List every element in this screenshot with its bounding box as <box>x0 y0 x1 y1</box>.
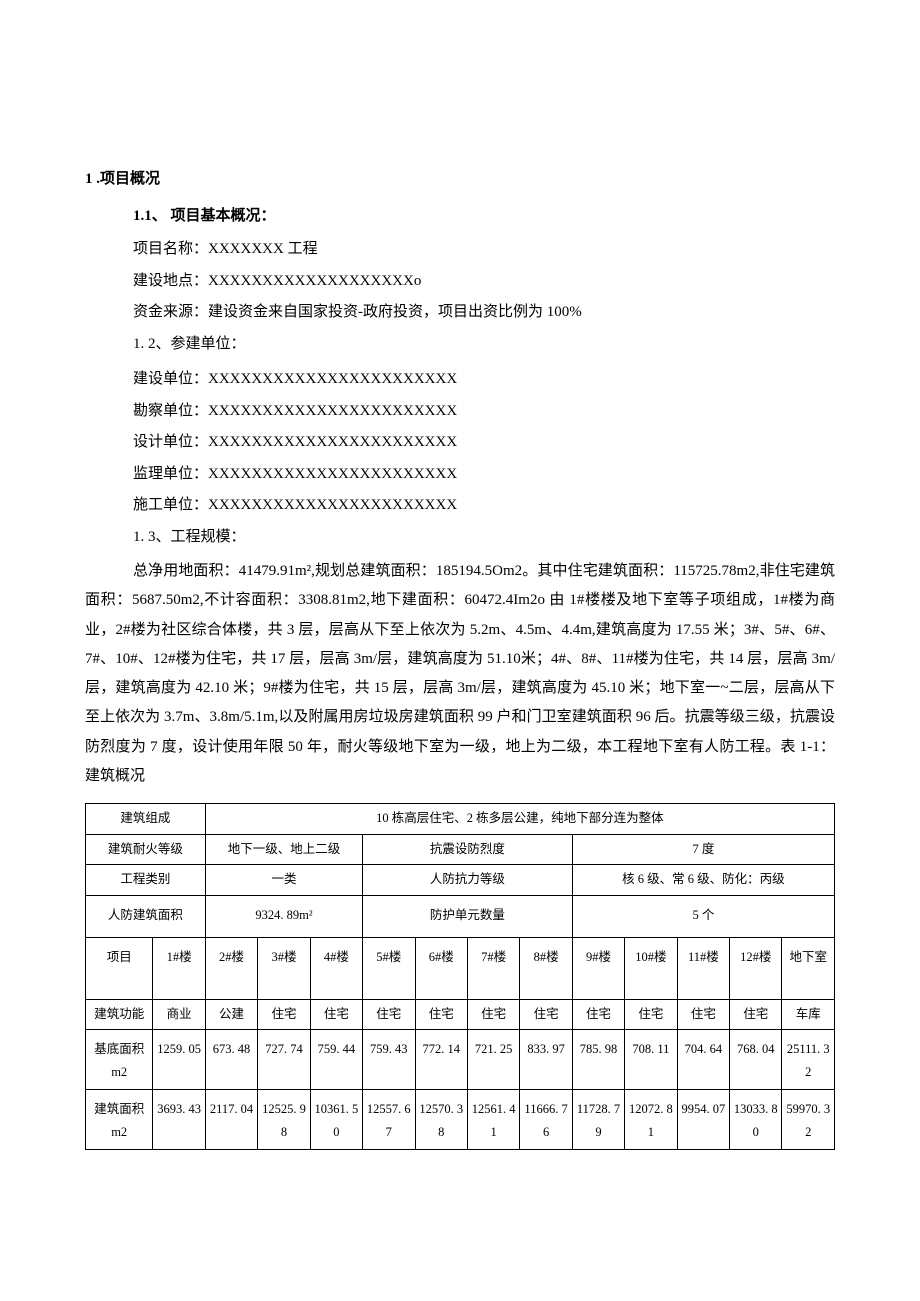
header-cell: 项目 <box>86 937 153 999</box>
cell: 住宅 <box>572 999 624 1030</box>
section-1-2-heading: 1. 2、参建单位： <box>85 329 835 361</box>
cell: 25111. 32 <box>782 1030 835 1090</box>
location: 建设地点：XXXXXXXXXXXXXXXXXXXo <box>85 266 835 298</box>
cell: 2117. 04 <box>205 1090 257 1150</box>
header-cell: 3#楼 <box>258 937 310 999</box>
header-cell: 1#楼 <box>153 937 205 999</box>
cell: 10361. 50 <box>310 1090 362 1150</box>
contractor-unit: 施工单位：XXXXXXXXXXXXXXXXXXXXXXX <box>85 490 835 522</box>
table-row: 建筑面积 m2 3693. 43 2117. 04 12525. 98 1036… <box>86 1090 835 1150</box>
funding: 资金来源：建设资金来自国家投资-政府投资，项目出资比例为 100% <box>85 297 835 329</box>
cell: 1259. 05 <box>153 1030 205 1090</box>
table-row: 建筑组成 10 栋高层住宅、2 栋多层公建，纯地下部分连为整体 <box>86 804 835 835</box>
cell-value: 一类 <box>205 865 362 896</box>
header-cell: 5#楼 <box>363 937 415 999</box>
table-row: 工程类别 一类 人防抗力等级 核 6 级、常 6 级、防化：丙级 <box>86 865 835 896</box>
cell: 住宅 <box>258 999 310 1030</box>
table-row: 建筑耐火等级 地下一级、地上二级 抗震设防烈度 7 度 <box>86 834 835 865</box>
cell: 车库 <box>782 999 835 1030</box>
cell-label: 防护单元数量 <box>363 895 573 937</box>
cell-value: 9324. 89m² <box>205 895 362 937</box>
cell: 785. 98 <box>572 1030 624 1090</box>
cell-label: 建筑耐火等级 <box>86 834 206 865</box>
cell: 727. 74 <box>258 1030 310 1090</box>
cell: 768. 04 <box>730 1030 782 1090</box>
table-header-row: 项目 1#楼 2#楼 3#楼 4#楼 5#楼 6#楼 7#楼 8#楼 9#楼 1… <box>86 937 835 999</box>
header-cell: 7#楼 <box>467 937 519 999</box>
cell: 住宅 <box>677 999 729 1030</box>
header-cell: 4#楼 <box>310 937 362 999</box>
table-row: 人防建筑面积 9324. 89m² 防护单元数量 5 个 <box>86 895 835 937</box>
cell: 11666. 76 <box>520 1090 572 1150</box>
header-cell: 10#楼 <box>625 937 677 999</box>
cell-value: 核 6 级、常 6 级、防化：丙级 <box>572 865 834 896</box>
cell-label: 基底面积 m2 <box>86 1030 153 1090</box>
cell: 3693. 43 <box>153 1090 205 1150</box>
header-cell: 11#楼 <box>677 937 729 999</box>
cell: 708. 11 <box>625 1030 677 1090</box>
cell-value: 7 度 <box>572 834 834 865</box>
cell: 772. 14 <box>415 1030 467 1090</box>
cell: 12525. 98 <box>258 1090 310 1150</box>
construction-unit: 建设单位：XXXXXXXXXXXXXXXXXXXXXXX <box>85 364 835 396</box>
cell-label: 抗震设防烈度 <box>363 834 573 865</box>
header-cell: 地下室 <box>782 937 835 999</box>
section-1-heading: 1 .项目概况 <box>85 165 835 194</box>
cell: 9954. 07 <box>677 1090 729 1150</box>
cell: 59970. 32 <box>782 1090 835 1150</box>
cell-label: 人防抗力等级 <box>363 865 573 896</box>
cell: 商业 <box>153 999 205 1030</box>
cell: 住宅 <box>363 999 415 1030</box>
cell-label: 建筑功能 <box>86 999 153 1030</box>
cell: 住宅 <box>310 999 362 1030</box>
section-1-1-heading: 1.1、 项目基本概况： <box>85 202 835 231</box>
section-1-3-heading: 1. 3、工程规模： <box>85 522 835 554</box>
header-cell: 6#楼 <box>415 937 467 999</box>
cell: 住宅 <box>625 999 677 1030</box>
cell: 721. 25 <box>467 1030 519 1090</box>
cell-label: 工程类别 <box>86 865 206 896</box>
cell: 住宅 <box>467 999 519 1030</box>
cell: 住宅 <box>730 999 782 1030</box>
cell-label: 人防建筑面积 <box>86 895 206 937</box>
design-unit: 设计单位：XXXXXXXXXXXXXXXXXXXXXXX <box>85 427 835 459</box>
supervision-unit: 监理单位：XXXXXXXXXXXXXXXXXXXXXXX <box>85 459 835 491</box>
cell: 13033. 80 <box>730 1090 782 1150</box>
scale-paragraph: 总净用地面积：41479.91m²,规划总建筑面积：185194.5Om2。其中… <box>85 557 835 791</box>
building-overview-table: 建筑组成 10 栋高层住宅、2 栋多层公建，纯地下部分连为整体 建筑耐火等级 地… <box>85 803 835 1150</box>
cell: 704. 64 <box>677 1030 729 1090</box>
cell: 12570. 38 <box>415 1090 467 1150</box>
cell: 833. 97 <box>520 1030 572 1090</box>
survey-unit: 勘察单位：XXXXXXXXXXXXXXXXXXXXXXX <box>85 396 835 428</box>
cell-label: 建筑面积 m2 <box>86 1090 153 1150</box>
cell: 12072. 81 <box>625 1090 677 1150</box>
cell: 673. 48 <box>205 1030 257 1090</box>
project-name: 项目名称：XXXXXXX 工程 <box>85 234 835 266</box>
cell: 759. 43 <box>363 1030 415 1090</box>
header-cell: 9#楼 <box>572 937 624 999</box>
table-row: 基底面积 m2 1259. 05 673. 48 727. 74 759. 44… <box>86 1030 835 1090</box>
cell: 公建 <box>205 999 257 1030</box>
header-cell: 12#楼 <box>730 937 782 999</box>
cell-value: 10 栋高层住宅、2 栋多层公建，纯地下部分连为整体 <box>205 804 834 835</box>
cell: 住宅 <box>415 999 467 1030</box>
cell-label: 建筑组成 <box>86 804 206 835</box>
cell: 住宅 <box>520 999 572 1030</box>
header-cell: 2#楼 <box>205 937 257 999</box>
cell: 759. 44 <box>310 1030 362 1090</box>
table-row: 建筑功能 商业 公建 住宅 住宅 住宅 住宅 住宅 住宅 住宅 住宅 住宅 住宅… <box>86 999 835 1030</box>
cell-value: 5 个 <box>572 895 834 937</box>
cell-value: 地下一级、地上二级 <box>205 834 362 865</box>
header-cell: 8#楼 <box>520 937 572 999</box>
cell: 12561. 41 <box>467 1090 519 1150</box>
cell: 12557. 67 <box>363 1090 415 1150</box>
cell: 11728. 79 <box>572 1090 624 1150</box>
